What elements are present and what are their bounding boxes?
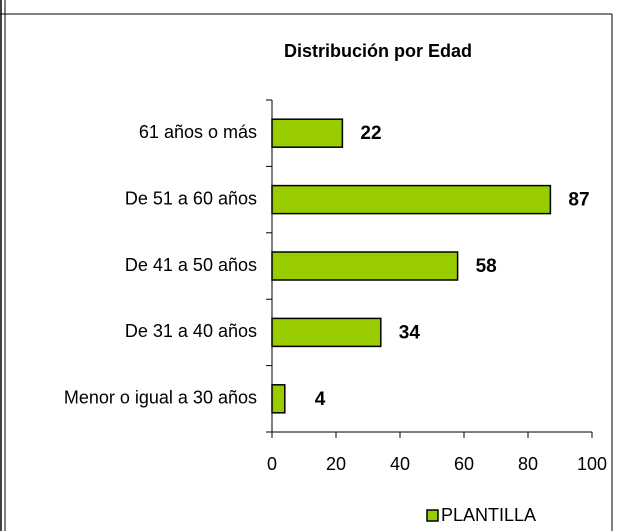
- value-label: 34: [399, 322, 421, 343]
- y-tick-label: De 31 a 40 años: [125, 321, 257, 341]
- y-tick-label: 61 años o más: [139, 122, 257, 142]
- y-tick-label: Menor o igual a 30 años: [64, 388, 257, 408]
- value-label: 22: [360, 123, 381, 144]
- x-tick-label: 100: [577, 454, 607, 474]
- value-label: 87: [568, 190, 589, 211]
- chart-title: Distribución por Edad: [284, 41, 472, 61]
- x-tick-label: 80: [518, 454, 538, 474]
- bar: [271, 317, 382, 348]
- x-tick-label: 20: [326, 454, 346, 474]
- y-tick-label: De 51 a 60 años: [125, 188, 257, 208]
- bar: [271, 251, 459, 281]
- value-label: 4: [315, 389, 326, 410]
- bar: [271, 384, 286, 414]
- x-tick-label: 0: [267, 454, 277, 474]
- bar: [271, 118, 344, 148]
- x-tick-label: 60: [454, 454, 474, 474]
- legend-swatch: [426, 509, 439, 522]
- y-tick-label: De 41 a 50 años: [125, 255, 257, 275]
- x-tick-label: 40: [390, 454, 410, 474]
- bar: [271, 184, 552, 215]
- value-label: 58: [476, 256, 497, 277]
- legend-label: PLANTILLA: [441, 505, 536, 525]
